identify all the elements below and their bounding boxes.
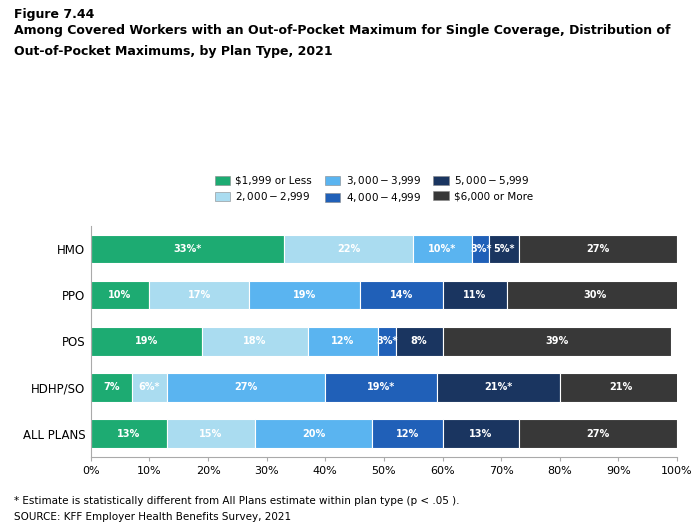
Bar xyxy=(378,327,396,355)
Bar xyxy=(472,235,489,263)
Bar xyxy=(560,373,683,402)
Bar xyxy=(413,235,472,263)
Text: 27%: 27% xyxy=(235,382,258,393)
Bar xyxy=(91,419,167,448)
Bar xyxy=(396,327,443,355)
Text: 15%: 15% xyxy=(200,428,223,439)
Bar xyxy=(167,419,255,448)
Bar xyxy=(202,327,308,355)
Text: 30%: 30% xyxy=(584,290,607,300)
Text: 39%: 39% xyxy=(545,336,568,346)
Legend: $1,999 or Less, $2,000 - $2,999, $3,000 - $3,999, $4,000 - $4,999, $5,000 - $5,9: $1,999 or Less, $2,000 - $2,999, $3,000 … xyxy=(214,174,533,204)
Bar xyxy=(443,281,507,309)
Text: 18%: 18% xyxy=(243,336,267,346)
Text: 19%: 19% xyxy=(135,336,158,346)
Bar xyxy=(91,235,284,263)
Bar xyxy=(443,327,671,355)
Text: 19%: 19% xyxy=(293,290,316,300)
Bar xyxy=(91,373,132,402)
Text: 11%: 11% xyxy=(463,290,487,300)
Text: 10%: 10% xyxy=(108,290,132,300)
Text: * Estimate is statistically different from All Plans estimate within plan type (: * Estimate is statistically different fr… xyxy=(14,496,459,506)
Bar xyxy=(519,235,677,263)
Bar xyxy=(132,373,167,402)
Text: Out-of-Pocket Maximums, by Plan Type, 2021: Out-of-Pocket Maximums, by Plan Type, 20… xyxy=(14,45,332,58)
Bar xyxy=(489,235,519,263)
Text: SOURCE: KFF Employer Health Benefits Survey, 2021: SOURCE: KFF Employer Health Benefits Sur… xyxy=(14,512,291,522)
Text: 33%*: 33%* xyxy=(173,244,202,254)
Text: 3%*: 3%* xyxy=(376,336,398,346)
Text: 12%: 12% xyxy=(332,336,355,346)
Text: Among Covered Workers with an Out-of-Pocket Maximum for Single Coverage, Distrib: Among Covered Workers with an Out-of-Poc… xyxy=(14,24,671,37)
Text: 12%: 12% xyxy=(396,428,419,439)
Text: 21%*: 21%* xyxy=(484,382,512,393)
Bar xyxy=(255,419,372,448)
Bar xyxy=(372,419,443,448)
Bar xyxy=(507,281,683,309)
Text: 13%: 13% xyxy=(469,428,492,439)
Text: Figure 7.44: Figure 7.44 xyxy=(14,8,94,21)
Text: 10%*: 10%* xyxy=(429,244,456,254)
Bar xyxy=(91,327,202,355)
Bar xyxy=(519,419,677,448)
Bar xyxy=(360,281,443,309)
Text: 22%: 22% xyxy=(337,244,360,254)
Text: 27%: 27% xyxy=(586,428,609,439)
Text: 27%: 27% xyxy=(586,244,609,254)
Bar xyxy=(443,419,519,448)
Text: 21%: 21% xyxy=(610,382,633,393)
Text: 3%*: 3%* xyxy=(470,244,491,254)
Bar xyxy=(308,327,378,355)
Text: 7%: 7% xyxy=(103,382,119,393)
Text: 5%*: 5%* xyxy=(493,244,515,254)
Text: 19%*: 19%* xyxy=(367,382,395,393)
Bar xyxy=(325,373,437,402)
Text: 13%: 13% xyxy=(117,428,140,439)
Text: 6%*: 6%* xyxy=(139,382,160,393)
Bar xyxy=(284,235,413,263)
Text: 8%: 8% xyxy=(410,336,427,346)
Text: 20%: 20% xyxy=(302,428,325,439)
Text: 17%: 17% xyxy=(188,290,211,300)
Text: 14%: 14% xyxy=(390,290,413,300)
Bar xyxy=(437,373,560,402)
Bar xyxy=(91,281,149,309)
Bar xyxy=(249,281,360,309)
Bar xyxy=(149,281,249,309)
Bar xyxy=(167,373,325,402)
